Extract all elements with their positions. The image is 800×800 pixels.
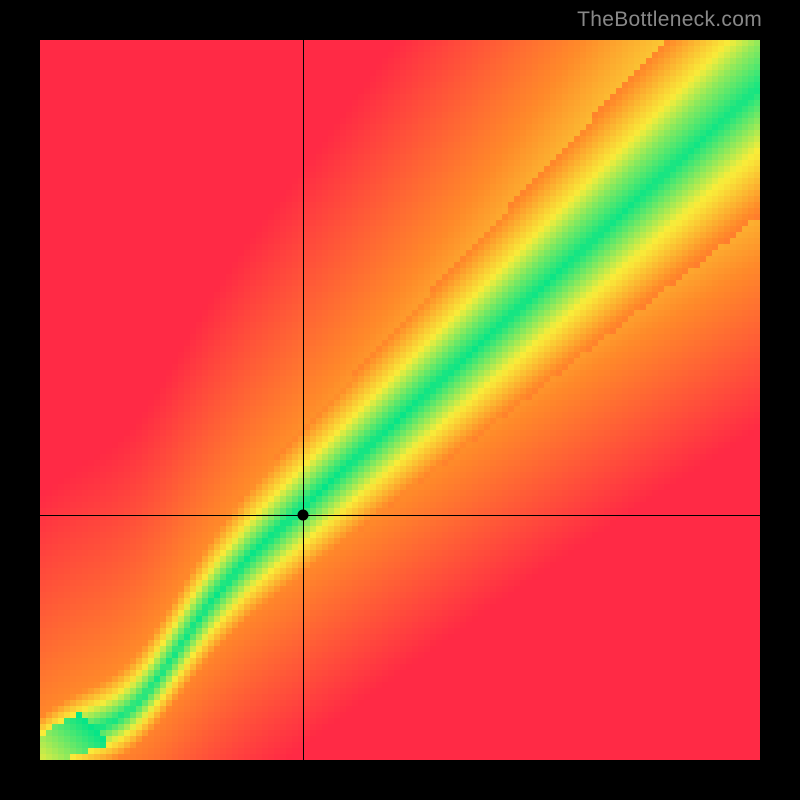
watermark-text: TheBottleneck.com xyxy=(577,8,762,32)
plot-area xyxy=(40,40,760,760)
chart-container: TheBottleneck.com xyxy=(0,0,800,800)
crosshair-vertical xyxy=(303,40,304,760)
heatmap-canvas xyxy=(40,40,760,760)
crosshair-horizontal xyxy=(40,515,760,516)
data-point xyxy=(297,510,308,521)
